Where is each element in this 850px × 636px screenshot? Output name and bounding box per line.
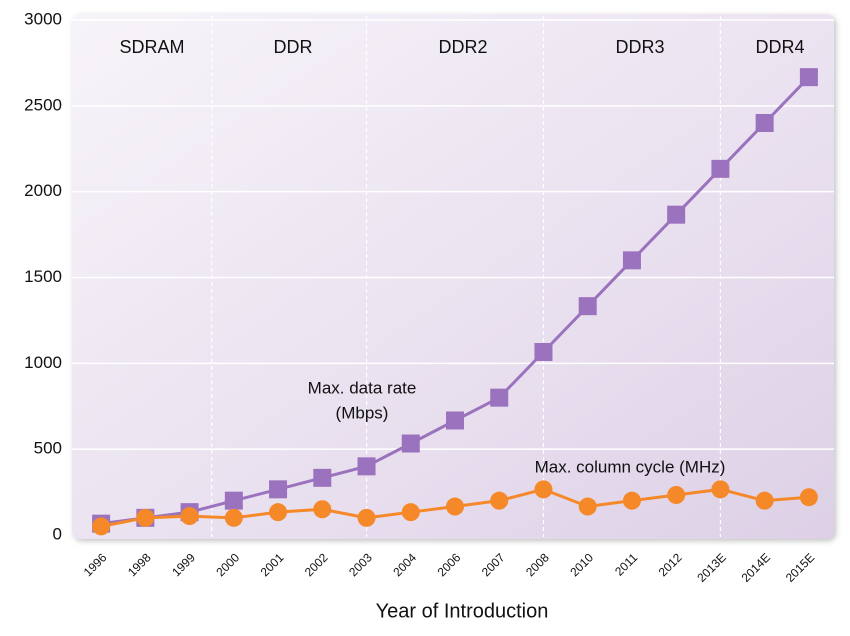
marker xyxy=(401,434,420,453)
annotation: (Mbps) xyxy=(336,403,389,422)
marker xyxy=(224,491,243,510)
x-tick-label: 1999 xyxy=(169,550,198,579)
x-tick-label: 2002 xyxy=(302,550,331,579)
x-tick-label: 2007 xyxy=(479,550,508,579)
marker xyxy=(490,388,509,407)
y-tick-label: 3000 xyxy=(24,9,62,28)
marker xyxy=(446,497,464,516)
x-tick-label: 2014E xyxy=(739,550,773,584)
x-tick-label: 2013E xyxy=(694,550,728,584)
x-tick-label: 1998 xyxy=(125,550,154,579)
marker xyxy=(755,114,774,132)
marker xyxy=(755,491,774,510)
marker xyxy=(534,343,553,362)
marker xyxy=(667,486,686,505)
marker xyxy=(92,517,111,536)
marker xyxy=(799,488,818,507)
marker xyxy=(357,457,376,476)
marker xyxy=(401,503,420,522)
annotation: Max. data rate xyxy=(308,378,417,397)
marker xyxy=(578,297,597,316)
marker xyxy=(622,491,641,510)
y-tick-label: 0 xyxy=(53,524,62,543)
x-tick-label: 2011 xyxy=(612,550,640,578)
x-tick-label: 2001 xyxy=(258,550,287,579)
marker xyxy=(180,507,199,526)
plot-background xyxy=(72,14,834,539)
marker xyxy=(313,468,332,487)
x-tick-label: 2010 xyxy=(567,550,596,579)
y-tick-label: 500 xyxy=(34,439,62,458)
marker xyxy=(446,411,464,430)
era-label: DDR3 xyxy=(615,37,664,57)
marker xyxy=(136,508,155,527)
marker xyxy=(224,508,243,527)
era-label: DDR xyxy=(274,37,313,57)
x-tick-label: 2012 xyxy=(656,550,685,579)
marker xyxy=(667,205,686,224)
marker xyxy=(357,508,376,527)
marker xyxy=(799,68,818,87)
y-tick-label: 2000 xyxy=(24,181,62,200)
x-tick-label: 1996 xyxy=(81,550,110,579)
marker xyxy=(490,491,509,510)
y-tick-label: 2500 xyxy=(24,95,62,114)
marker xyxy=(622,251,641,270)
x-tick-label: 2015E xyxy=(783,550,817,584)
marker xyxy=(313,500,332,519)
marker xyxy=(578,497,597,516)
x-tick-label: 2004 xyxy=(390,550,419,579)
marker xyxy=(269,503,288,522)
era-label: DDR4 xyxy=(755,37,804,57)
y-tick-label: 1500 xyxy=(24,267,62,286)
marker xyxy=(711,480,730,499)
marker xyxy=(711,159,730,178)
x-tick-label: 2008 xyxy=(523,550,552,579)
x-tick-label: 2003 xyxy=(346,550,375,579)
x-tick-label: 2006 xyxy=(435,550,464,579)
annotation: Max. column cycle (MHz) xyxy=(535,457,726,476)
era-label: DDR2 xyxy=(438,37,487,57)
era-label: SDRAM xyxy=(119,37,184,57)
marker xyxy=(534,480,553,499)
marker xyxy=(269,480,288,499)
x-tick-label: 2000 xyxy=(213,550,242,579)
x-axis-label: Year of Introduction xyxy=(376,600,549,622)
y-tick-label: 1000 xyxy=(24,353,62,372)
